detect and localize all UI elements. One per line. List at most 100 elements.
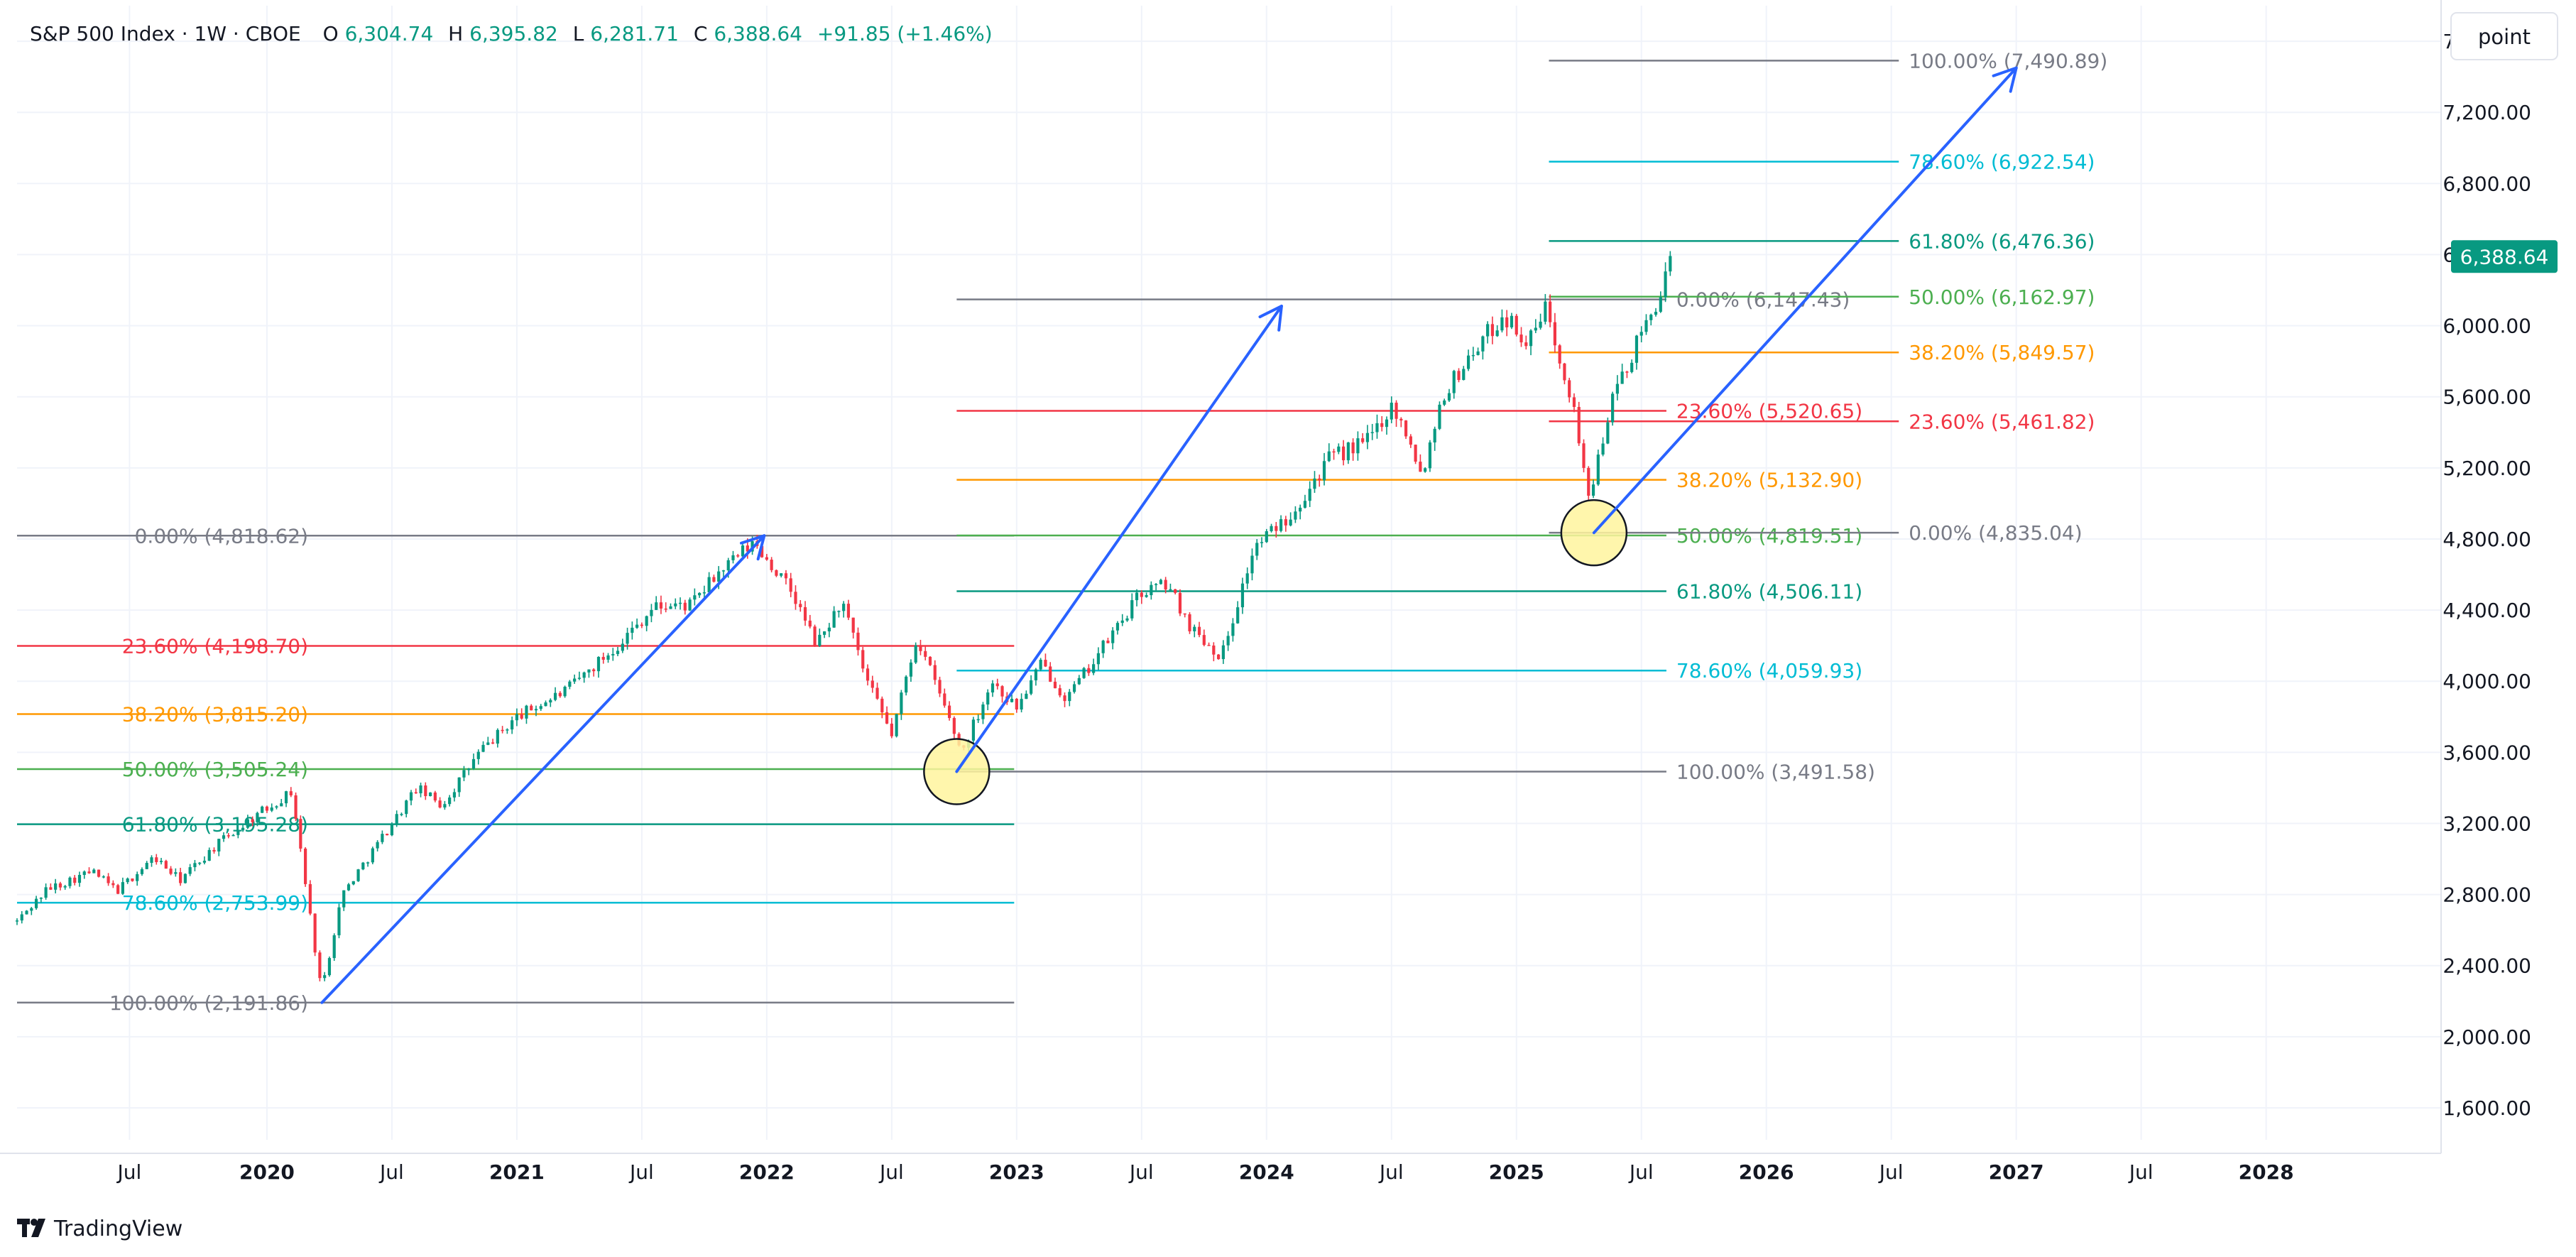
arrow-head (1258, 305, 1283, 332)
candle (1193, 624, 1196, 638)
candle (1563, 362, 1566, 385)
x-tick-label: Jul (1878, 1160, 1904, 1184)
fib-2022[interactable]: 0.00% (6,147.43) 23.60% (5,520.65) 38.20% … (956, 288, 1875, 784)
candle (1150, 581, 1153, 600)
candle (1221, 640, 1225, 664)
candle (419, 783, 422, 798)
candle (63, 885, 67, 890)
fib-2025[interactable]: 0.00% (4,835.04) 23.60% (5,461.82) 38.20% … (1549, 49, 2108, 545)
grid (17, 6, 2441, 1140)
candle (1346, 442, 1350, 464)
candle (1207, 642, 1211, 646)
candle (674, 598, 677, 609)
candle (1255, 539, 1259, 560)
candle (116, 883, 120, 895)
candle (471, 753, 476, 771)
candle (520, 708, 523, 720)
open-label: O (323, 22, 339, 45)
y-tick-label: 5,200.00 (2443, 457, 2531, 480)
candle (794, 585, 797, 610)
candle (1053, 678, 1057, 689)
candle (284, 790, 288, 807)
candle (1197, 621, 1201, 638)
candle (405, 800, 408, 817)
candle (1322, 452, 1326, 486)
candle (558, 691, 562, 698)
candle (976, 714, 980, 724)
fib-2020[interactable]: 0.00% (4,818.62) 23.60% (4,198.70) 38.20% … (17, 524, 1015, 1015)
tradingview-logo[interactable]: TradingView (17, 1217, 182, 1241)
candle (111, 880, 115, 888)
candle (443, 800, 447, 810)
candle (1299, 504, 1302, 520)
candle (655, 596, 658, 611)
candle (1087, 664, 1091, 676)
fib-level-label: 78.60% (2,753.99) (122, 891, 308, 915)
candle (1524, 335, 1528, 350)
candle (361, 861, 365, 871)
candle (457, 777, 461, 798)
candle (313, 913, 317, 957)
scale-mode-label: point (2478, 25, 2531, 49)
candle (1236, 601, 1240, 624)
candle (1466, 349, 1470, 371)
candle (265, 805, 269, 813)
candle (376, 840, 379, 851)
candle (861, 646, 865, 673)
x-tick-label: Jul (1378, 1160, 1404, 1184)
candle (1452, 369, 1456, 399)
candle (986, 689, 990, 711)
scale-mode-button[interactable]: point (2450, 12, 2558, 60)
candle (1544, 294, 1547, 325)
candle (971, 717, 976, 746)
candle (631, 621, 634, 640)
candle (1169, 583, 1172, 592)
arrow-2020[interactable] (320, 534, 766, 1004)
candle (256, 811, 259, 827)
candle (928, 655, 932, 666)
arrow-shaft (1592, 66, 2018, 535)
candle (217, 838, 221, 856)
candlesticks (15, 251, 1672, 981)
x-tick-label: 2025 (1489, 1160, 1544, 1184)
candle (1279, 515, 1283, 533)
candle (525, 704, 528, 724)
candle (1115, 621, 1120, 635)
candle (318, 950, 322, 981)
candle (261, 805, 264, 813)
candle (1539, 313, 1542, 330)
candle (501, 726, 504, 734)
candle (995, 678, 999, 690)
candle (207, 847, 211, 861)
x-tick-label: 2028 (2239, 1160, 2294, 1184)
arrow-2022[interactable] (955, 305, 1283, 773)
candle (1615, 375, 1619, 401)
candle (1058, 685, 1061, 698)
y-tick-label: 2,000.00 (2443, 1025, 2531, 1049)
candle (1020, 693, 1023, 713)
change-value: +91.85 (+1.46%) (817, 22, 993, 45)
candle (1443, 398, 1446, 406)
candle (270, 803, 273, 812)
candle (1375, 414, 1379, 439)
candle (601, 652, 605, 664)
fib-level-label: 23.60% (5,520.65) (1676, 400, 1862, 423)
candle (433, 790, 437, 802)
candle (351, 881, 355, 886)
candle (381, 830, 384, 844)
candle (1424, 467, 1427, 473)
candle (851, 617, 855, 639)
arrow-2025[interactable] (1592, 66, 2018, 535)
candle (1015, 697, 1018, 713)
y-tick-label: 6,000.00 (2443, 315, 2531, 338)
candle (534, 705, 538, 717)
x-tick-label: 2020 (239, 1160, 295, 1184)
candle (1591, 479, 1595, 499)
candle (688, 597, 692, 611)
candle (1380, 415, 1384, 432)
candle (837, 610, 841, 618)
candle (87, 867, 91, 874)
candle (289, 787, 293, 798)
fibonacci-retracements: 0.00% (4,818.62) 23.60% (4,198.70) 38.20% … (17, 49, 2108, 1015)
